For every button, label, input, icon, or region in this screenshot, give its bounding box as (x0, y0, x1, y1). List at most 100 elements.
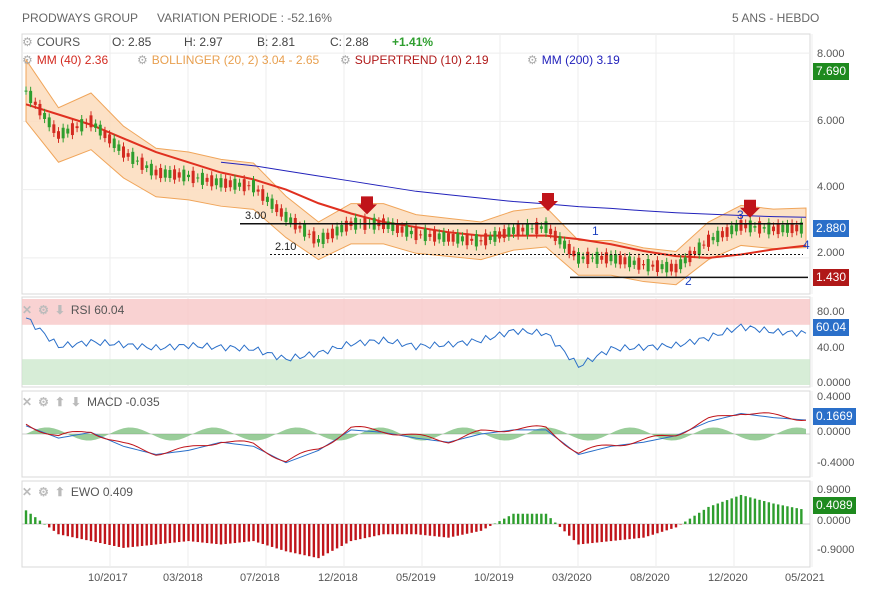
candle-body (154, 169, 158, 176)
ewo-bar (619, 524, 622, 541)
arrow-up-icon[interactable]: ⬆ (54, 395, 65, 409)
gear-icon[interactable]: ⚙ (340, 53, 351, 67)
ewo-bar (489, 524, 492, 526)
supertrend-tag: 7.690 (813, 63, 850, 80)
candle-body (535, 221, 539, 235)
ewo-bar (66, 524, 69, 537)
x-tick: 10/2019 (474, 572, 514, 584)
ewo-bar (294, 524, 297, 554)
candle-body (790, 223, 794, 234)
ewo-bar (456, 524, 459, 536)
gear-icon[interactable]: ⚙ (38, 485, 49, 499)
cours-legend[interactable]: ⚙ COURS (22, 35, 81, 49)
candle-body (256, 189, 260, 192)
gear-icon[interactable]: ⚙ (527, 53, 538, 67)
gear-icon[interactable]: ⚙ (38, 395, 49, 409)
ewo-bar (558, 524, 562, 527)
ewo-bar (57, 524, 60, 535)
candle-body (512, 227, 515, 234)
candle-body (317, 239, 320, 243)
candle-body (442, 231, 446, 242)
candle-body (340, 224, 344, 233)
candle-body (200, 172, 204, 185)
company-name: PRODWAYS GROUP (22, 11, 139, 25)
candle-body (595, 251, 599, 264)
ewo-bar (563, 524, 566, 532)
sell-arrow (740, 199, 760, 218)
time-range[interactable]: 5 ANS - HEBDO (732, 11, 820, 25)
candle-body (460, 236, 464, 242)
change-value: +1.41% (392, 35, 434, 49)
macd-tick: 0.4000 (817, 391, 851, 403)
supertrend-legend[interactable]: ⚙ SUPERTREND (10) 2.19 (340, 53, 489, 67)
candle-body (474, 234, 478, 247)
candle-body (665, 261, 669, 273)
candle-body (623, 257, 627, 265)
ewo-bar (800, 509, 803, 524)
ewo-bar (182, 524, 186, 542)
arrow-down-icon[interactable]: ⬇ (54, 303, 65, 317)
candle-body (669, 263, 673, 272)
close-icon[interactable]: ✕ (22, 303, 33, 317)
gear-icon[interactable]: ⚙ (38, 303, 49, 317)
candle-body (279, 208, 283, 217)
bollinger-legend[interactable]: ⚙ BOLLINGER (20, 2) 3.04 - 2.65 (137, 53, 320, 67)
candle-body (707, 234, 710, 247)
candle-body (767, 222, 771, 235)
ewo-bar (656, 524, 659, 534)
ewo-bar (219, 524, 223, 545)
ewo-bar (776, 504, 780, 524)
gear-icon[interactable]: ⚙ (22, 35, 33, 49)
candle-body (660, 264, 664, 270)
candle-body (493, 230, 497, 242)
close-icon[interactable]: ✕ (22, 395, 33, 409)
ewo-bar (586, 524, 589, 544)
macd-tick: 0.0000 (817, 426, 851, 438)
ewo-bar (670, 524, 673, 529)
ewo-bar (614, 524, 617, 541)
ewo-bar (205, 524, 209, 544)
candle-body (600, 255, 604, 260)
candle-body (303, 224, 307, 237)
ewo-bar (595, 524, 599, 543)
ewo-bar (433, 524, 436, 537)
ewo-bar (609, 524, 613, 542)
candle-body (298, 225, 302, 229)
mm200-legend[interactable]: ⚙ MM (200) 3.19 (527, 53, 620, 67)
ewo-bar (786, 506, 789, 524)
candle-body (590, 257, 594, 259)
candle-body (52, 124, 56, 133)
candle-body (604, 252, 608, 264)
ewo-tick: 0.9000 (817, 484, 851, 496)
candle-body (242, 179, 246, 192)
ewo-bar (628, 524, 631, 540)
price-legend: ⚙ COURS O: 2.85 H: 2.97 B: 2.81 C: 2.88 +… (22, 35, 802, 71)
ewo-bar (591, 524, 594, 544)
period-variation: VARIATION PERIODE : -52.16% (157, 11, 332, 25)
candle-body (785, 223, 789, 233)
candle-body (135, 160, 139, 162)
candle-body (70, 123, 74, 136)
ewo-bar (633, 524, 636, 539)
close-icon[interactable]: ✕ (22, 485, 33, 499)
candle-body (488, 235, 492, 241)
ewo-bar (637, 524, 641, 539)
rsi-overbought-zone (22, 299, 810, 325)
mm40-legend[interactable]: ⚙ MM (40) 2.36 (22, 53, 109, 67)
arrow-up-icon[interactable]: ⬆ (54, 485, 65, 499)
arrow-down-icon[interactable]: ⬇ (70, 395, 81, 409)
gear-icon[interactable]: ⚙ (22, 53, 33, 67)
ewo-bar (289, 524, 292, 553)
ewo-bar (461, 524, 464, 535)
open-value: O: 2.85 (112, 35, 152, 49)
ewo-bar (512, 513, 515, 524)
ewo-bar (52, 524, 56, 531)
candle-body (98, 124, 102, 136)
gear-icon[interactable]: ⚙ (137, 53, 148, 67)
ewo-bar (34, 517, 37, 524)
candle-body (247, 185, 251, 187)
candle-body (637, 257, 641, 270)
candle-body (108, 134, 112, 144)
candle-body (730, 225, 734, 235)
ewo-bar (349, 524, 353, 542)
